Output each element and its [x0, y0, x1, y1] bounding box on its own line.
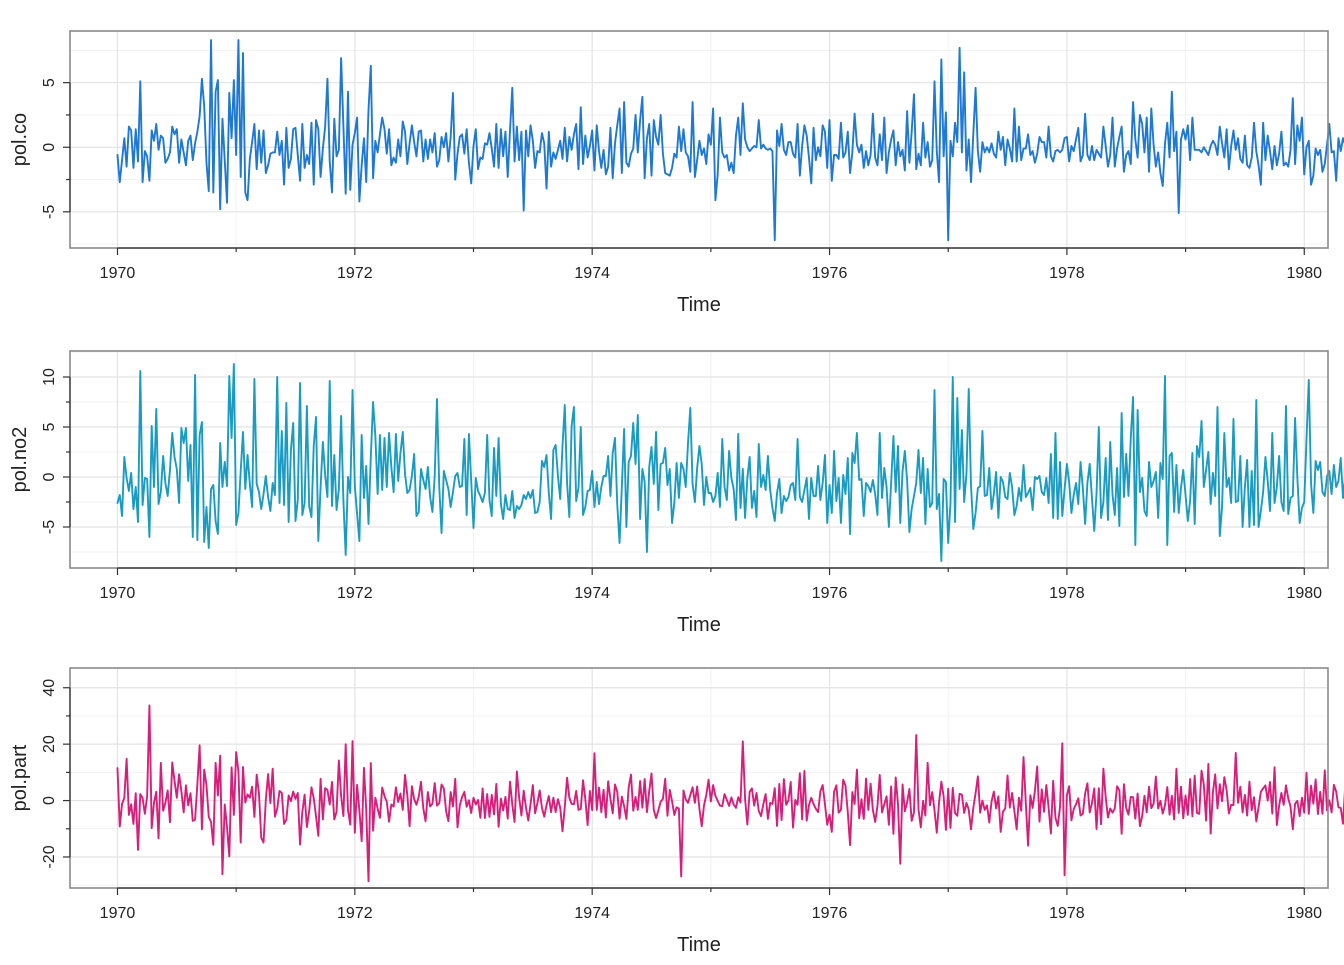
x-tick-label: 1972 — [337, 585, 373, 602]
panel-pol-part: 1970 1972 1974 1976 1978 1980 -20 0 20 40 Time pol.… — [9, 668, 1344, 956]
series-line-pol-co — [117, 40, 1344, 240]
y-axis-title: pol.part — [9, 744, 31, 811]
x-tick-label: 1980 — [1286, 585, 1322, 602]
x-tick-label: 1976 — [812, 585, 848, 602]
x-tick-label: 1972 — [337, 265, 373, 282]
x-tick-label: 1976 — [812, 265, 848, 282]
y-tick-label: 40 — [41, 679, 58, 697]
x-axis-title: Time — [677, 294, 721, 316]
y-tick-label: -20 — [41, 845, 58, 868]
x-tick-label: 1974 — [574, 265, 610, 282]
y-tick-label: 10 — [41, 368, 58, 386]
y-tick-label: 5 — [41, 422, 58, 431]
x-axis-title: Time — [677, 934, 721, 956]
series-line-pol-part — [117, 671, 1344, 881]
y-axis-title: pol.no2 — [9, 427, 31, 493]
x-tick-label: 1970 — [100, 905, 136, 922]
x-tick-label: 1980 — [1286, 905, 1322, 922]
y-tick-label: 0 — [41, 143, 58, 152]
x-tick-label: 1974 — [574, 585, 610, 602]
x-tick-label: 1974 — [574, 905, 610, 922]
x-axis-title: Time — [677, 614, 721, 636]
x-tick-label: 1972 — [337, 905, 373, 922]
y-tick-label: 0 — [41, 796, 58, 805]
panel-pol-co: 1970 1972 1974 1976 1978 1980 -5 0 5 Time pol.co — [9, 31, 1344, 316]
x-tick-label: 1976 — [812, 905, 848, 922]
series-line-pol-no2 — [117, 362, 1344, 563]
y-tick-label: 20 — [41, 735, 58, 753]
x-tick-label: 1978 — [1049, 585, 1085, 602]
panel-border — [70, 668, 1328, 888]
x-tick-label: 1970 — [100, 265, 136, 282]
y-tick-label: 0 — [41, 472, 58, 481]
y-axis-title: pol.co — [9, 113, 31, 166]
y-tick-label: -5 — [41, 520, 58, 534]
x-tick-label: 1970 — [100, 585, 136, 602]
x-tick-label: 1978 — [1049, 265, 1085, 282]
x-tick-label: 1978 — [1049, 905, 1085, 922]
panel-pol-no2: 1970 1972 1974 1976 1978 1980 -5 0 5 10 Time pol.no… — [9, 351, 1344, 636]
x-tick-label: 1980 — [1286, 265, 1322, 282]
y-tick-label: -5 — [41, 205, 58, 219]
y-tick-label: 5 — [41, 78, 58, 87]
